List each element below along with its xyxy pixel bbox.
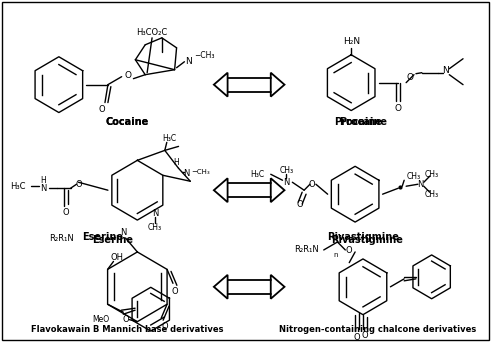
Text: N: N (40, 184, 46, 193)
Text: O: O (308, 180, 316, 189)
Text: O: O (362, 331, 368, 340)
Text: CH₃: CH₃ (424, 170, 438, 179)
Text: O: O (172, 287, 178, 296)
Text: Flavokawain B Mannich base derivatives: Flavokawain B Mannich base derivatives (32, 325, 224, 334)
Text: −CH₃: −CH₃ (194, 51, 214, 60)
Text: O: O (62, 208, 69, 217)
Polygon shape (271, 178, 284, 202)
Text: n: n (334, 252, 338, 258)
Text: N: N (284, 178, 290, 187)
Text: Cocaine: Cocaine (106, 118, 149, 128)
Polygon shape (214, 275, 228, 299)
Text: Cocaine: Cocaine (106, 118, 149, 128)
Text: Rivastigmine: Rivastigmine (327, 232, 399, 242)
Text: −CH₃: −CH₃ (191, 169, 210, 175)
Polygon shape (271, 275, 284, 299)
Text: OH: OH (111, 253, 124, 262)
Text: N: N (183, 169, 190, 178)
Text: O: O (395, 104, 402, 113)
Text: CH₃: CH₃ (424, 190, 438, 199)
Polygon shape (214, 73, 228, 97)
Text: H: H (40, 176, 46, 185)
Text: H₃C: H₃C (10, 182, 26, 191)
Text: O: O (75, 180, 82, 189)
Text: O: O (406, 73, 414, 82)
Text: Procaine: Procaine (334, 118, 382, 128)
Text: H₃CO₂C: H₃CO₂C (136, 28, 168, 37)
Text: Eserine: Eserine (82, 232, 124, 242)
Text: Rivastigmine: Rivastigmine (331, 235, 403, 245)
Polygon shape (271, 73, 284, 97)
Text: N: N (442, 66, 448, 75)
Text: N: N (416, 180, 423, 189)
Text: R₂R₁N: R₂R₁N (49, 234, 74, 243)
Text: CH₃: CH₃ (148, 223, 162, 232)
Text: R₂R₁N: R₂R₁N (294, 246, 319, 255)
Text: O: O (354, 333, 360, 342)
Text: H₃C: H₃C (250, 170, 265, 179)
Text: O: O (297, 200, 304, 209)
Polygon shape (214, 178, 228, 202)
Text: H₃C: H₃C (162, 134, 177, 143)
Text: O: O (124, 71, 131, 80)
Text: Procaine: Procaine (339, 118, 387, 128)
Text: H: H (174, 158, 180, 167)
Text: O: O (346, 247, 352, 256)
Text: N: N (185, 57, 192, 66)
Text: N: N (120, 227, 127, 237)
Text: CH₃: CH₃ (280, 166, 293, 175)
Text: O: O (98, 105, 105, 114)
Text: O: O (122, 315, 129, 324)
Text: H₂N: H₂N (342, 37, 360, 46)
Text: CH₃: CH₃ (406, 172, 420, 181)
Text: Eserine: Eserine (92, 235, 134, 245)
Text: N: N (152, 209, 158, 217)
Text: Nitrogen-containing chalcone derivatives: Nitrogen-containing chalcone derivatives (279, 325, 476, 334)
Text: MeO: MeO (92, 315, 110, 324)
Text: O: O (162, 322, 168, 331)
